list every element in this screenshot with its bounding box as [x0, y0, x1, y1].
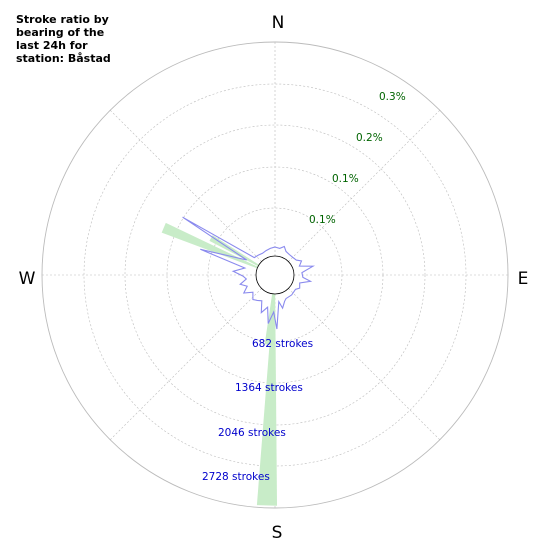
ratio-line — [182, 216, 316, 330]
direction-label-s: S — [272, 523, 283, 543]
chart-title: Stroke ratio by bearing of the last 24h … — [16, 13, 111, 65]
count-tick-label: 682 strokes — [252, 338, 313, 350]
ratio-line-layer — [182, 216, 316, 330]
count-wedge — [161, 222, 258, 269]
count-tick-label: 1364 strokes — [235, 382, 303, 394]
count-tick-label: 2728 strokes — [202, 471, 270, 483]
ratio-tick-label: 0.3% — [379, 91, 406, 103]
ratio-tick-label: 0.1% — [309, 214, 336, 226]
count-wedge — [264, 293, 274, 345]
direction-label-e: E — [518, 269, 529, 289]
count-tick-label: 2046 strokes — [218, 427, 286, 439]
ratio-tick-label: 0.2% — [356, 132, 383, 144]
grid-spoke — [288, 288, 440, 440]
grid-spoke — [110, 288, 262, 440]
grid-ring — [124, 124, 426, 426]
center-hole — [255, 255, 295, 295]
direction-label-w: W — [19, 269, 36, 289]
count-wedge — [256, 293, 278, 506]
ratio-tick-label: 0.1% — [332, 173, 359, 185]
direction-label-n: N — [272, 13, 285, 33]
